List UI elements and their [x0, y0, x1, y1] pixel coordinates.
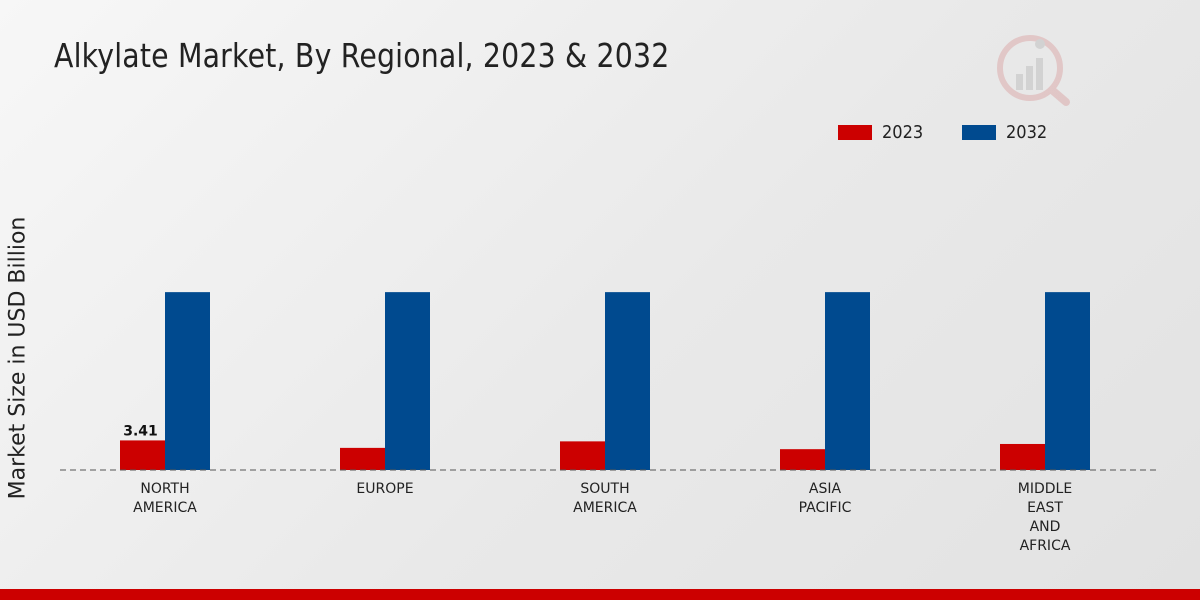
legend-item-2032: 2032	[961, 122, 1052, 143]
x-tick-label-0: NORTH AMERICA	[133, 481, 197, 516]
bar-2023-1	[340, 447, 385, 470]
bar-2032-3	[825, 292, 870, 470]
bar-2032-1	[385, 292, 430, 470]
bar-2023-3	[780, 449, 825, 470]
bar-2032-0	[165, 292, 210, 470]
bar-2023-0	[120, 440, 165, 470]
x-tick-label-1: EUROPE	[356, 481, 413, 497]
legend-swatch-2032	[961, 125, 996, 140]
legend-label-2023: 2023	[882, 122, 924, 143]
data-label-0: 3.41	[123, 423, 158, 439]
bar-2023-4	[1000, 443, 1045, 470]
bar-2023-2	[560, 441, 605, 470]
legend: 2023 2032	[838, 122, 1086, 143]
magnifier-chart-icon	[997, 35, 1070, 106]
bar-2032-2	[605, 292, 650, 470]
legend-label-2032: 2032	[1005, 122, 1048, 143]
chart-title: Alkylate Market, By Regional, 2023 & 203…	[54, 36, 670, 75]
x-tick-label-2: SOUTH AMERICA	[573, 481, 637, 516]
legend-swatch-2023	[838, 125, 872, 140]
x-tick-label-3: ASIA PACIFIC	[799, 481, 852, 516]
legend-item-2023: 2023	[838, 122, 928, 143]
x-tick-label-4: MIDDLE EAST AND AFRICA	[1018, 481, 1072, 554]
footer-accent-bar	[0, 589, 1200, 600]
bar-2032-4	[1045, 292, 1090, 470]
